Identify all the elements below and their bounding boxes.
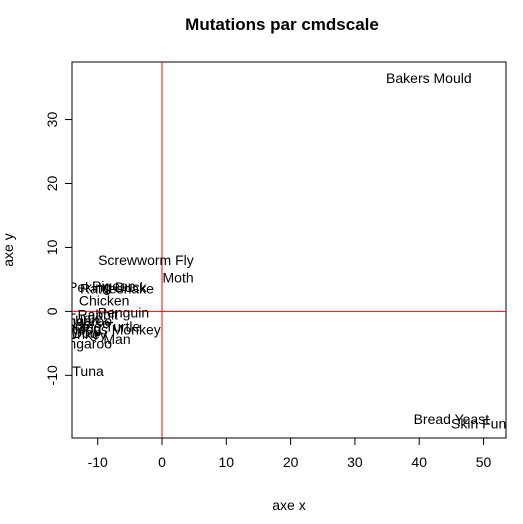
x-axis: -10 0 10 20 30 40 50 [88,438,492,470]
y-tick-label: -10 [44,365,60,385]
x-tick-label: 10 [219,454,235,470]
point-label: Kangaroo [51,335,112,351]
x-tick-label: 50 [476,454,492,470]
x-tick-label: 0 [158,454,166,470]
point-label: Screwworm Fly [98,252,194,268]
y-tick-label: 30 [44,112,60,128]
point-label: Kangaroo [51,313,112,329]
point-label: Bread Yeast [414,411,490,427]
x-tick-label: 40 [411,454,427,470]
x-axis-label: axe x [272,497,305,513]
y-axis-label: axe y [0,233,16,266]
chart-title: Mutations par cmdscale [185,15,379,34]
point-label: Chicken [79,293,130,309]
y-tick-label: 10 [44,239,60,255]
point-label: Horse [73,315,111,331]
point-label: Dog [72,325,98,341]
y-axis: -10 0 10 20 30 [44,112,72,385]
y-tick-label: 0 [44,307,60,315]
point-label: Pigeon [92,278,136,294]
y-tick-label: 20 [44,175,60,191]
point-label: Rabbit [77,307,118,323]
point-label: Skin Fungus [451,415,523,431]
point-label: Rattlesnake [80,280,154,296]
x-tick-label: 20 [283,454,299,470]
point-label: Turtle [67,310,102,326]
x-tick-label: -10 [88,454,108,470]
point-label: Moth [163,269,194,285]
point-label: Bakers Mould [386,70,472,86]
point-label: Rhesus Monkey [60,321,160,337]
x-tick-label: 30 [347,454,363,470]
point-label: Snapping Turtle [42,319,140,335]
point-label: Penguin [98,305,149,321]
plot-frame [71,61,507,439]
reference-lines [72,62,506,438]
point-label: Man [103,331,130,347]
point-label: Donkey [59,326,106,342]
point-label: Pig [81,321,101,337]
point-label: Peking Duck [68,279,148,295]
point-label: Tuna [72,363,104,379]
